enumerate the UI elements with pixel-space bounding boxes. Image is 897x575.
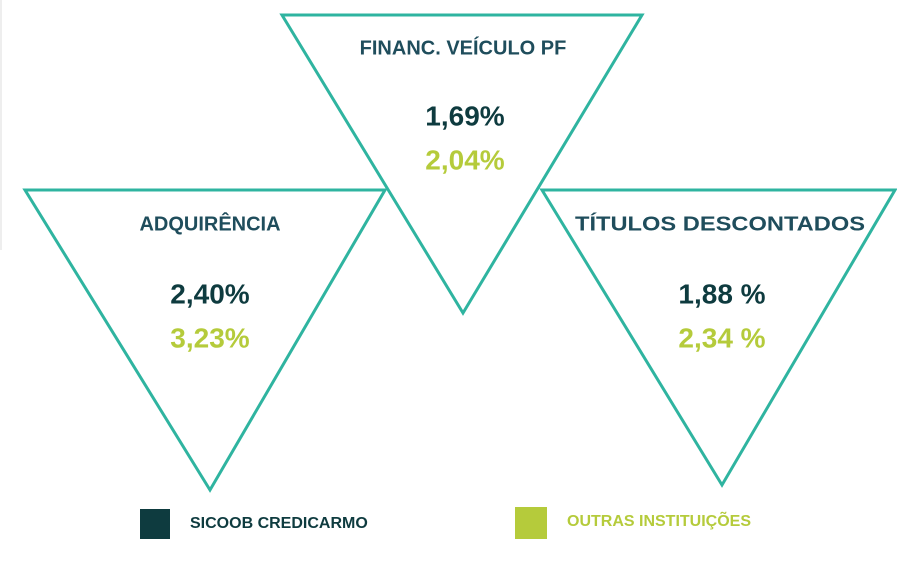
triangle: [279, 13, 645, 316]
panel-title: TÍTULOS DESCONTADOS: [575, 212, 865, 235]
legend-label: OUTRAS INSTITUIÇÕES: [567, 510, 751, 530]
triangle: [22, 188, 388, 493]
sicoob-rate: 1,88 %: [678, 278, 765, 309]
outras-rate: 2,04%: [425, 144, 504, 175]
outras-rate: 2,34 %: [678, 322, 765, 353]
sicoob-rate: 2,40%: [170, 278, 249, 309]
outras-rate: 3,23%: [170, 322, 249, 353]
panel-title: ADQUIRÊNCIA: [139, 211, 280, 235]
legend-swatch: [140, 509, 170, 539]
legend-label: SICOOB CREDICARMO: [190, 515, 368, 532]
legend-swatch: [515, 507, 547, 539]
sicoob-rate: 1,69%: [425, 100, 504, 131]
panel-title: FINANC. VEÍCULO PF: [360, 36, 567, 59]
triangle: [539, 188, 897, 488]
